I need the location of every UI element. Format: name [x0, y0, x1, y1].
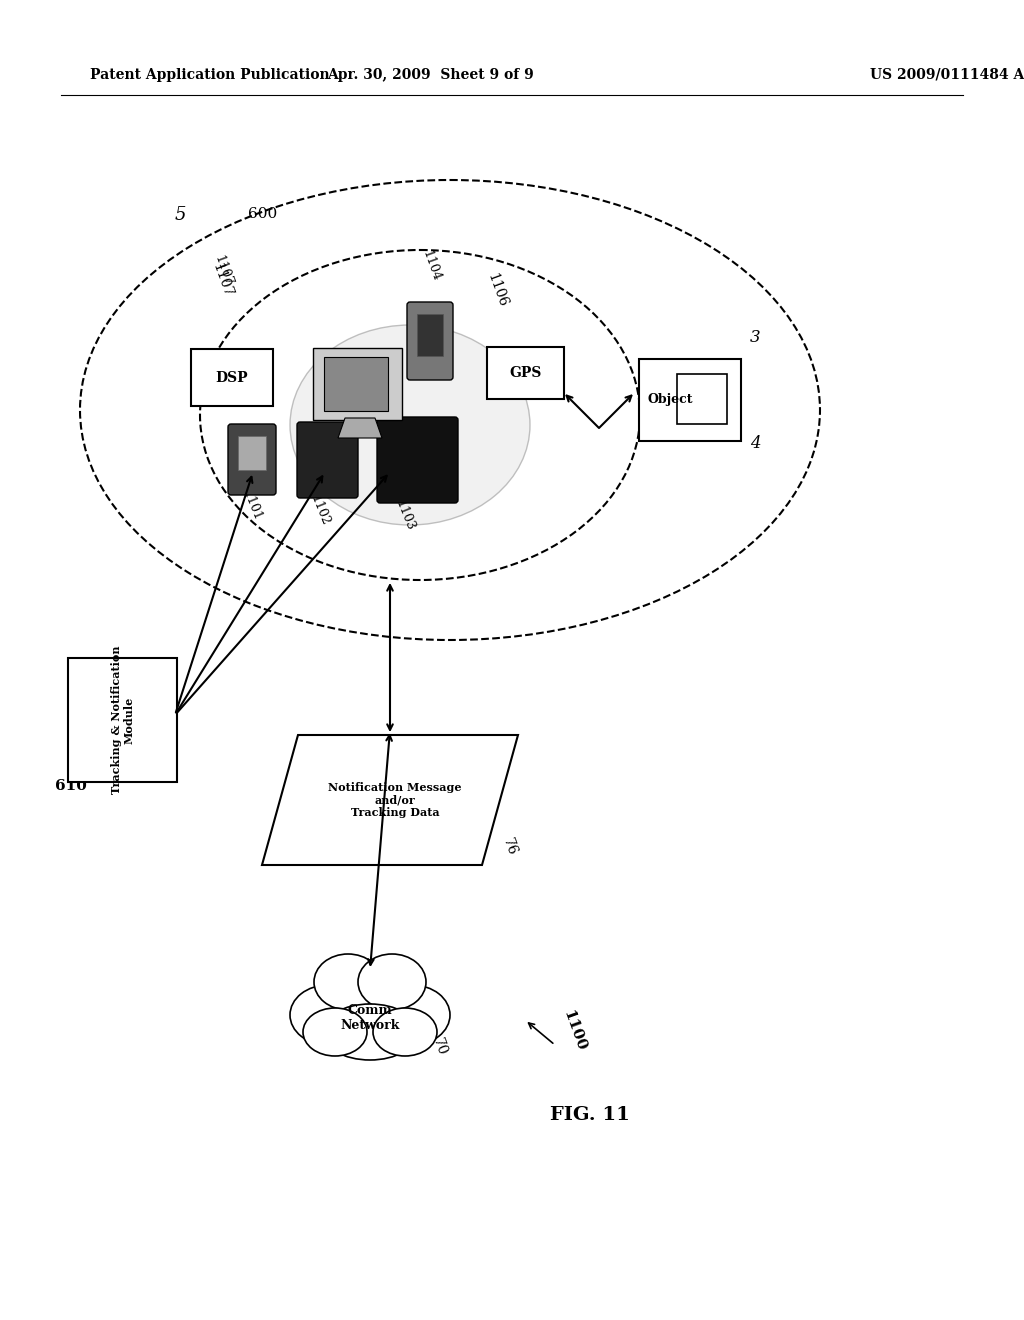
FancyBboxPatch shape — [297, 422, 358, 498]
Text: FIG. 11: FIG. 11 — [550, 1106, 630, 1125]
Ellipse shape — [318, 960, 422, 1040]
Ellipse shape — [374, 985, 450, 1045]
Ellipse shape — [373, 1008, 437, 1056]
Ellipse shape — [358, 954, 426, 1010]
FancyBboxPatch shape — [324, 356, 388, 411]
Text: Apr. 30, 2009  Sheet 9 of 9: Apr. 30, 2009 Sheet 9 of 9 — [327, 69, 534, 82]
Text: 1101: 1101 — [240, 488, 264, 523]
Text: Tracking & Notification
Module: Tracking & Notification Module — [111, 645, 134, 795]
Text: 3: 3 — [750, 329, 761, 346]
Text: GPS: GPS — [509, 366, 542, 380]
Text: 1104: 1104 — [420, 248, 443, 282]
Ellipse shape — [322, 1005, 418, 1060]
Text: 1107: 1107 — [209, 261, 234, 300]
FancyBboxPatch shape — [417, 314, 443, 356]
FancyBboxPatch shape — [238, 436, 266, 470]
FancyBboxPatch shape — [68, 657, 177, 781]
Text: 5: 5 — [175, 206, 186, 224]
Text: US 2009/0111484 A1: US 2009/0111484 A1 — [870, 69, 1024, 82]
Text: Object: Object — [648, 393, 693, 407]
FancyBboxPatch shape — [191, 348, 273, 407]
Text: 1105: 1105 — [380, 418, 403, 453]
Text: Comm
Network: Comm Network — [340, 1005, 399, 1032]
FancyBboxPatch shape — [407, 302, 453, 380]
FancyBboxPatch shape — [677, 374, 727, 424]
FancyBboxPatch shape — [377, 417, 458, 503]
Text: 1107: 1107 — [212, 253, 236, 288]
FancyBboxPatch shape — [639, 359, 741, 441]
Ellipse shape — [303, 1008, 367, 1056]
Text: 1106: 1106 — [484, 271, 510, 309]
Polygon shape — [338, 418, 382, 438]
Text: Notification Message
and/or
Tracking Data: Notification Message and/or Tracking Dat… — [329, 781, 462, 818]
Text: DSP: DSP — [216, 371, 248, 384]
Text: 4: 4 — [750, 436, 761, 451]
FancyBboxPatch shape — [313, 348, 402, 420]
Ellipse shape — [290, 325, 530, 525]
FancyBboxPatch shape — [487, 347, 564, 399]
Text: 600: 600 — [248, 207, 278, 220]
Ellipse shape — [314, 954, 382, 1010]
Text: 70: 70 — [430, 1036, 450, 1059]
Text: 1100: 1100 — [560, 1008, 588, 1053]
Text: Patent Application Publication: Patent Application Publication — [90, 69, 330, 82]
Text: 76: 76 — [500, 837, 519, 858]
Polygon shape — [262, 735, 518, 865]
Text: 610: 610 — [55, 779, 87, 793]
Ellipse shape — [290, 985, 366, 1045]
Text: 1103: 1103 — [393, 499, 417, 533]
Text: 1102: 1102 — [308, 494, 332, 528]
FancyBboxPatch shape — [228, 424, 276, 495]
